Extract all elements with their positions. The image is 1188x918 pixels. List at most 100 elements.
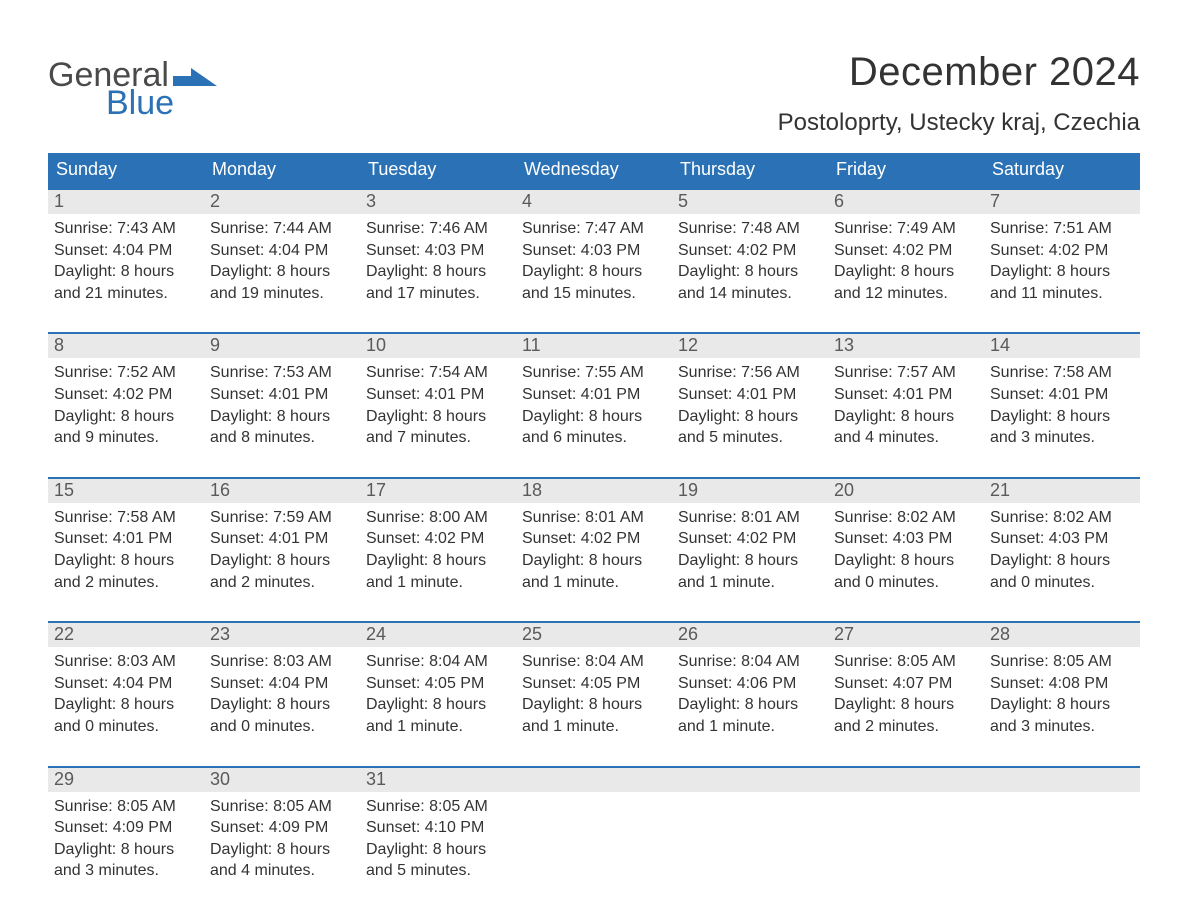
day-sunrise-text: Sunrise: 7:56 AM: [678, 362, 822, 384]
day-number: 25: [516, 623, 672, 647]
day-sunrise-text: Sunrise: 8:02 AM: [834, 507, 978, 529]
day-sunrise-text: Sunrise: 8:05 AM: [834, 651, 978, 673]
logo: General Blue: [48, 50, 217, 120]
day-cell: Sunrise: 8:05 AMSunset: 4:07 PMDaylight:…: [828, 647, 984, 749]
day-sunset-text: Sunset: 4:02 PM: [366, 528, 510, 550]
day-sunset-text: Sunset: 4:04 PM: [54, 673, 198, 695]
day-sunset-text: Sunset: 4:05 PM: [366, 673, 510, 695]
day-day2-text: and 1 minute.: [678, 572, 822, 594]
dow-sunday: Sunday: [48, 153, 204, 188]
location: Postoloprty, Ustecky kraj, Czechia: [778, 109, 1140, 137]
day-cell: Sunrise: 7:53 AMSunset: 4:01 PMDaylight:…: [204, 358, 360, 460]
day-number: 8: [48, 334, 204, 358]
day-day1-text: Daylight: 8 hours: [366, 406, 510, 428]
day-sunrise-text: Sunrise: 8:04 AM: [366, 651, 510, 673]
day-day1-text: Daylight: 8 hours: [834, 550, 978, 572]
day-day2-text: and 8 minutes.: [210, 427, 354, 449]
day-number: 2: [204, 190, 360, 214]
day-sunset-text: Sunset: 4:01 PM: [834, 384, 978, 406]
day-sunset-text: Sunset: 4:02 PM: [54, 384, 198, 406]
day-day2-text: and 14 minutes.: [678, 283, 822, 305]
day-sunset-text: Sunset: 4:01 PM: [210, 384, 354, 406]
day-sunrise-text: Sunrise: 7:52 AM: [54, 362, 198, 384]
month-title: December 2024: [778, 50, 1140, 95]
day-number: 24: [360, 623, 516, 647]
day-day2-text: and 5 minutes.: [678, 427, 822, 449]
day-sunrise-text: Sunrise: 7:57 AM: [834, 362, 978, 384]
day-sunset-text: Sunset: 4:07 PM: [834, 673, 978, 695]
day-number: 19: [672, 479, 828, 503]
day-number: 27: [828, 623, 984, 647]
day-day2-text: and 6 minutes.: [522, 427, 666, 449]
day-sunset-text: Sunset: 4:10 PM: [366, 817, 510, 839]
day-number: 16: [204, 479, 360, 503]
day-sunrise-text: Sunrise: 8:00 AM: [366, 507, 510, 529]
day-sunrise-text: Sunrise: 7:58 AM: [990, 362, 1134, 384]
day-number: 17: [360, 479, 516, 503]
day-sunset-text: Sunset: 4:02 PM: [678, 528, 822, 550]
day-number: 4: [516, 190, 672, 214]
day-day1-text: Daylight: 8 hours: [990, 550, 1134, 572]
day-day1-text: Daylight: 8 hours: [834, 694, 978, 716]
day-day2-text: and 12 minutes.: [834, 283, 978, 305]
day-day2-text: and 1 minute.: [366, 716, 510, 738]
day-day2-text: and 4 minutes.: [834, 427, 978, 449]
day-number-row: 1234567: [48, 190, 1140, 214]
logo-word-2: Blue: [48, 86, 217, 120]
day-day2-text: and 15 minutes.: [522, 283, 666, 305]
dow-tuesday: Tuesday: [360, 153, 516, 188]
day-day1-text: Daylight: 8 hours: [210, 694, 354, 716]
day-number: 22: [48, 623, 204, 647]
day-sunrise-text: Sunrise: 8:03 AM: [210, 651, 354, 673]
day-content-row: Sunrise: 8:05 AMSunset: 4:09 PMDaylight:…: [48, 792, 1140, 894]
day-cell: Sunrise: 8:05 AMSunset: 4:10 PMDaylight:…: [360, 792, 516, 894]
day-sunset-text: Sunset: 4:03 PM: [366, 240, 510, 262]
day-number: 12: [672, 334, 828, 358]
day-sunrise-text: Sunrise: 8:01 AM: [678, 507, 822, 529]
day-number: 7: [984, 190, 1140, 214]
header: General Blue December 2024 Postoloprty, …: [48, 50, 1140, 147]
day-number: 26: [672, 623, 828, 647]
day-sunrise-text: Sunrise: 8:01 AM: [522, 507, 666, 529]
day-sunrise-text: Sunrise: 8:04 AM: [522, 651, 666, 673]
day-sunrise-text: Sunrise: 7:44 AM: [210, 218, 354, 240]
day-sunrise-text: Sunrise: 8:05 AM: [990, 651, 1134, 673]
day-sunset-text: Sunset: 4:02 PM: [834, 240, 978, 262]
day-day2-text: and 1 minute.: [522, 572, 666, 594]
day-sunset-text: Sunset: 4:03 PM: [990, 528, 1134, 550]
day-day2-text: and 11 minutes.: [990, 283, 1134, 305]
day-cell: Sunrise: 7:56 AMSunset: 4:01 PMDaylight:…: [672, 358, 828, 460]
day-cell: Sunrise: 8:00 AMSunset: 4:02 PMDaylight:…: [360, 503, 516, 605]
day-day2-text: and 2 minutes.: [834, 716, 978, 738]
day-sunrise-text: Sunrise: 8:03 AM: [54, 651, 198, 673]
day-day2-text: and 0 minutes.: [834, 572, 978, 594]
day-cell: Sunrise: 8:05 AMSunset: 4:09 PMDaylight:…: [48, 792, 204, 894]
day-cell: Sunrise: 7:54 AMSunset: 4:01 PMDaylight:…: [360, 358, 516, 460]
calendar: Sunday Monday Tuesday Wednesday Thursday…: [48, 153, 1140, 894]
day-day1-text: Daylight: 8 hours: [54, 406, 198, 428]
day-day2-text: and 1 minute.: [522, 716, 666, 738]
day-content-row: Sunrise: 7:58 AMSunset: 4:01 PMDaylight:…: [48, 503, 1140, 605]
day-cell: [516, 792, 672, 894]
week-row: 293031Sunrise: 8:05 AMSunset: 4:09 PMDay…: [48, 766, 1140, 894]
day-day1-text: Daylight: 8 hours: [210, 839, 354, 861]
day-day1-text: Daylight: 8 hours: [54, 261, 198, 283]
day-cell: Sunrise: 7:52 AMSunset: 4:02 PMDaylight:…: [48, 358, 204, 460]
day-cell: Sunrise: 8:05 AMSunset: 4:09 PMDaylight:…: [204, 792, 360, 894]
day-sunrise-text: Sunrise: 7:46 AM: [366, 218, 510, 240]
day-cell: Sunrise: 7:46 AMSunset: 4:03 PMDaylight:…: [360, 214, 516, 316]
day-cell: Sunrise: 8:04 AMSunset: 4:05 PMDaylight:…: [360, 647, 516, 749]
day-day2-text: and 0 minutes.: [990, 572, 1134, 594]
week-row: 15161718192021Sunrise: 7:58 AMSunset: 4:…: [48, 477, 1140, 605]
dow-monday: Monday: [204, 153, 360, 188]
day-sunrise-text: Sunrise: 7:48 AM: [678, 218, 822, 240]
day-sunrise-text: Sunrise: 8:05 AM: [54, 796, 198, 818]
day-day2-text: and 19 minutes.: [210, 283, 354, 305]
day-sunrise-text: Sunrise: 8:04 AM: [678, 651, 822, 673]
day-cell: Sunrise: 7:44 AMSunset: 4:04 PMDaylight:…: [204, 214, 360, 316]
day-sunset-text: Sunset: 4:02 PM: [678, 240, 822, 262]
day-day2-text: and 17 minutes.: [366, 283, 510, 305]
day-number: 1: [48, 190, 204, 214]
day-number: 5: [672, 190, 828, 214]
day-day2-text: and 2 minutes.: [210, 572, 354, 594]
